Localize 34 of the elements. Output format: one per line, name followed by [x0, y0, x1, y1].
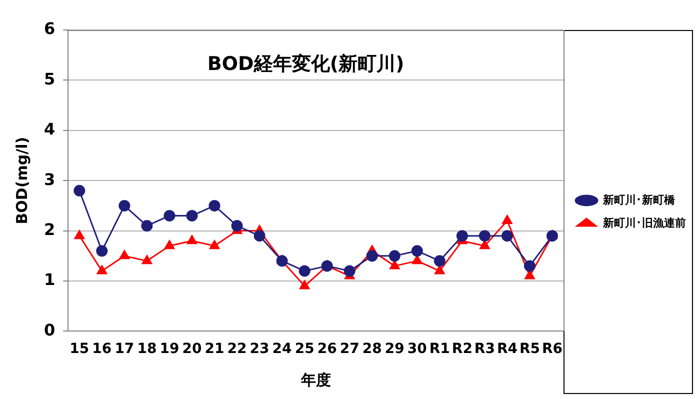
x-tick-label: 19: [160, 341, 180, 358]
x-tick-label: 20: [182, 341, 202, 358]
y-tick-label: 5: [44, 69, 56, 88]
y-tick-label: 2: [44, 220, 56, 239]
x-tick-label: 15: [70, 341, 90, 358]
y-tick-label: 3: [44, 170, 56, 189]
x-tick-label: 17: [114, 341, 134, 358]
x-tick-label: 30: [407, 341, 428, 358]
x-tick-label: R6: [542, 341, 563, 358]
x-tick-label: R3: [474, 341, 495, 358]
x-tick-label: 16: [92, 341, 112, 358]
x-tick-label: 26: [317, 341, 337, 358]
x-tick-label: 21: [204, 341, 224, 358]
legend-label: 新町川･旧漁連前: [602, 216, 686, 230]
y-tick-label: 6: [44, 19, 56, 38]
x-tick-label: 25: [294, 341, 314, 358]
y-axis-title: BOD(mg/l): [12, 136, 31, 224]
x-tick-label: 27: [340, 341, 360, 358]
x-tick-label: R1: [429, 341, 450, 358]
legend-label: 新町川･新町橋: [602, 193, 676, 206]
x-tick-label: 22: [227, 341, 247, 358]
x-tick-label: R2: [452, 341, 472, 358]
x-tick-label: 23: [250, 341, 270, 358]
y-tick-label: 1: [44, 270, 56, 290]
y-tick-label: 4: [44, 120, 56, 139]
text: BOD経年変化(新町川): [207, 52, 404, 75]
x-tick-label: R5: [519, 341, 540, 358]
x-tick-label: 29: [384, 341, 404, 358]
x-axis-title: 年度: [300, 370, 331, 389]
x-tick-label: R4: [496, 341, 518, 358]
x-tick-label: 18: [137, 341, 157, 358]
y-tick-label: 0: [44, 320, 56, 340]
x-tick-label: 24: [272, 341, 292, 358]
x-tick-label: 28: [362, 341, 382, 358]
